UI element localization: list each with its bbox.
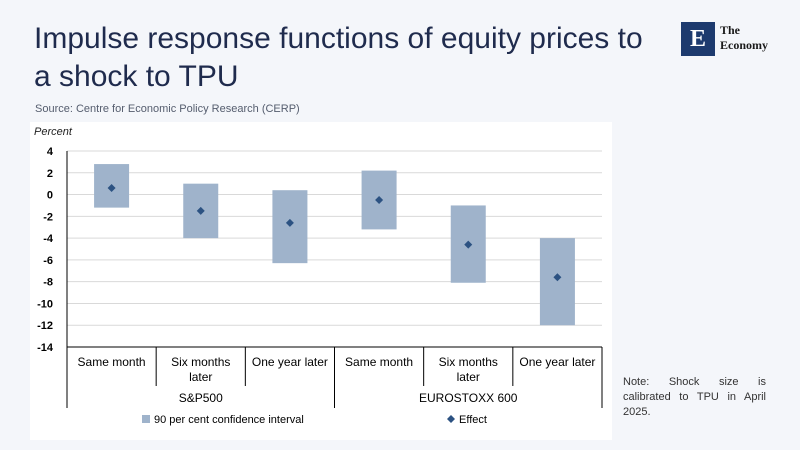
effect-point (464, 240, 473, 249)
x-category-label: later (457, 370, 480, 384)
x-category-label: later (189, 370, 212, 384)
effect-point (107, 184, 116, 193)
x-category-label: Same month (345, 355, 413, 369)
x-category-label: One year later (519, 355, 595, 369)
effect-point (285, 218, 294, 227)
y-tick-label: 4 (47, 146, 54, 158)
y-tick-label: -6 (43, 255, 53, 267)
effect-point (196, 206, 205, 215)
chart-note: Note: Shock size is calibrated to TPU in… (623, 376, 766, 418)
logo-line-2: Economy (720, 38, 768, 52)
x-category-label: Same month (78, 355, 146, 369)
chart-title: Impulse response functions of equity pri… (34, 22, 643, 93)
x-category-label: Six months (439, 355, 498, 369)
y-tick-label: -14 (37, 342, 54, 354)
legend-effect-label: Effect (459, 414, 487, 426)
effect-point (553, 273, 562, 282)
logo-wordmark: The Economy (720, 23, 786, 53)
confidence-band-bar (539, 238, 575, 326)
y-axis-title: Percent (34, 126, 73, 138)
x-group-label: S&P500 (179, 391, 223, 405)
legend-band-swatch (142, 415, 150, 423)
x-category-label: Six months (171, 355, 230, 369)
y-tick-label: -10 (37, 298, 53, 310)
legend-band-label: 90 per cent confidence interval (154, 414, 304, 426)
chart-svg: Percent 4 2 0 -2 -4 -6 -8 -10 -12 -14 Same month Six… (34, 126, 603, 426)
legend-effect-marker (447, 415, 455, 423)
logo-e-icon: E (681, 22, 715, 56)
y-tick-label: -2 (43, 211, 53, 223)
x-group-label: EUROSTOXX 600 (419, 391, 518, 405)
brand-logo[interactable]: E The Economy (681, 22, 786, 58)
x-category-label: One year later (252, 355, 328, 369)
y-tick-label: 2 (47, 168, 53, 180)
logo-line-1: The (720, 23, 741, 37)
chart-area: Percent 4 2 0 -2 -4 -6 -8 -10 -12 -14 Same month Six… (30, 122, 612, 440)
effect-point (375, 196, 384, 204)
y-tick-label: -8 (43, 277, 53, 289)
y-tick-label: 0 (47, 190, 53, 202)
y-tick-label: -12 (37, 320, 53, 332)
chart-source: Source: Centre for Economic Policy Resea… (35, 103, 300, 115)
y-tick-label: -4 (43, 233, 54, 245)
